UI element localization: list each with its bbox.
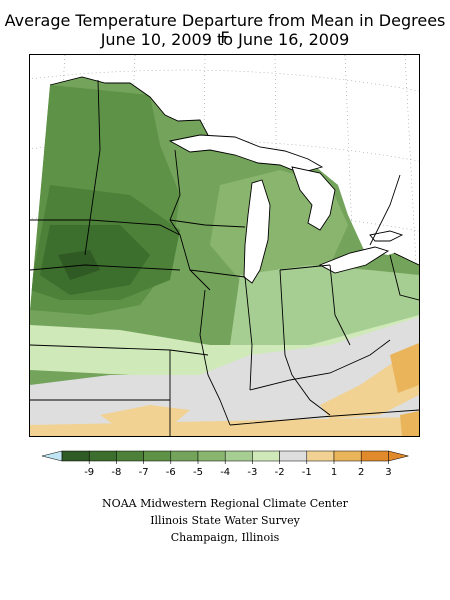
credit-survey: Illinois State Water Survey <box>150 514 300 527</box>
legend-swatch <box>279 450 308 462</box>
lake-ontario <box>369 230 404 242</box>
legend-swatch <box>88 450 117 462</box>
lake-superior <box>168 134 324 174</box>
lake-michigan <box>243 179 271 284</box>
credit-location: Champaign, Illinois <box>170 531 280 544</box>
lake-huron <box>291 166 336 231</box>
date-range: June 10, 2009 to June 16, 2009 <box>100 30 350 49</box>
legend-swatch <box>360 450 389 462</box>
legend-tick-label: -6 <box>166 467 176 478</box>
map-title: Average Temperature Departure from Mean … <box>4 11 446 47</box>
legend-swatch <box>224 450 253 462</box>
legend-swatch <box>252 450 280 462</box>
legend-tick-label: -2 <box>275 467 285 478</box>
legend-tick-label: 3 <box>385 467 391 478</box>
legend-tick-label: 1 <box>331 467 337 478</box>
temperature-departure-map <box>29 54 420 437</box>
legend-swatch <box>61 450 90 462</box>
legend-swatch <box>170 450 199 462</box>
legend-swatch <box>333 450 362 462</box>
legend-high-end-arrow <box>388 450 409 462</box>
legend-tick-label: -7 <box>139 467 149 478</box>
legend-tick-label: -5 <box>193 467 203 478</box>
legend-tick-label: -9 <box>84 467 94 478</box>
legend-tick-label: -4 <box>220 467 230 478</box>
legend-swatch <box>306 450 335 462</box>
legend-tick-label: -8 <box>111 467 121 478</box>
legend-tick-label: 2 <box>358 467 364 478</box>
legend-swatch <box>116 450 144 462</box>
legend-swatch <box>143 450 172 462</box>
legend-tick-label: -3 <box>247 467 257 478</box>
state-boundaries <box>30 76 419 436</box>
legend-tick-label: -1 <box>302 467 312 478</box>
great-lakes <box>168 134 404 284</box>
credit-organization: NOAA Midwestern Regional Climate Center <box>102 497 348 510</box>
departure-shading <box>30 77 419 436</box>
legend-swatch <box>197 450 226 462</box>
legend-low-end-arrow <box>41 450 63 462</box>
color-legend: -9 -8 -7 -6 -5 -4 -3 -2 -1 1 2 3 <box>40 448 410 482</box>
lake-erie <box>318 246 390 274</box>
